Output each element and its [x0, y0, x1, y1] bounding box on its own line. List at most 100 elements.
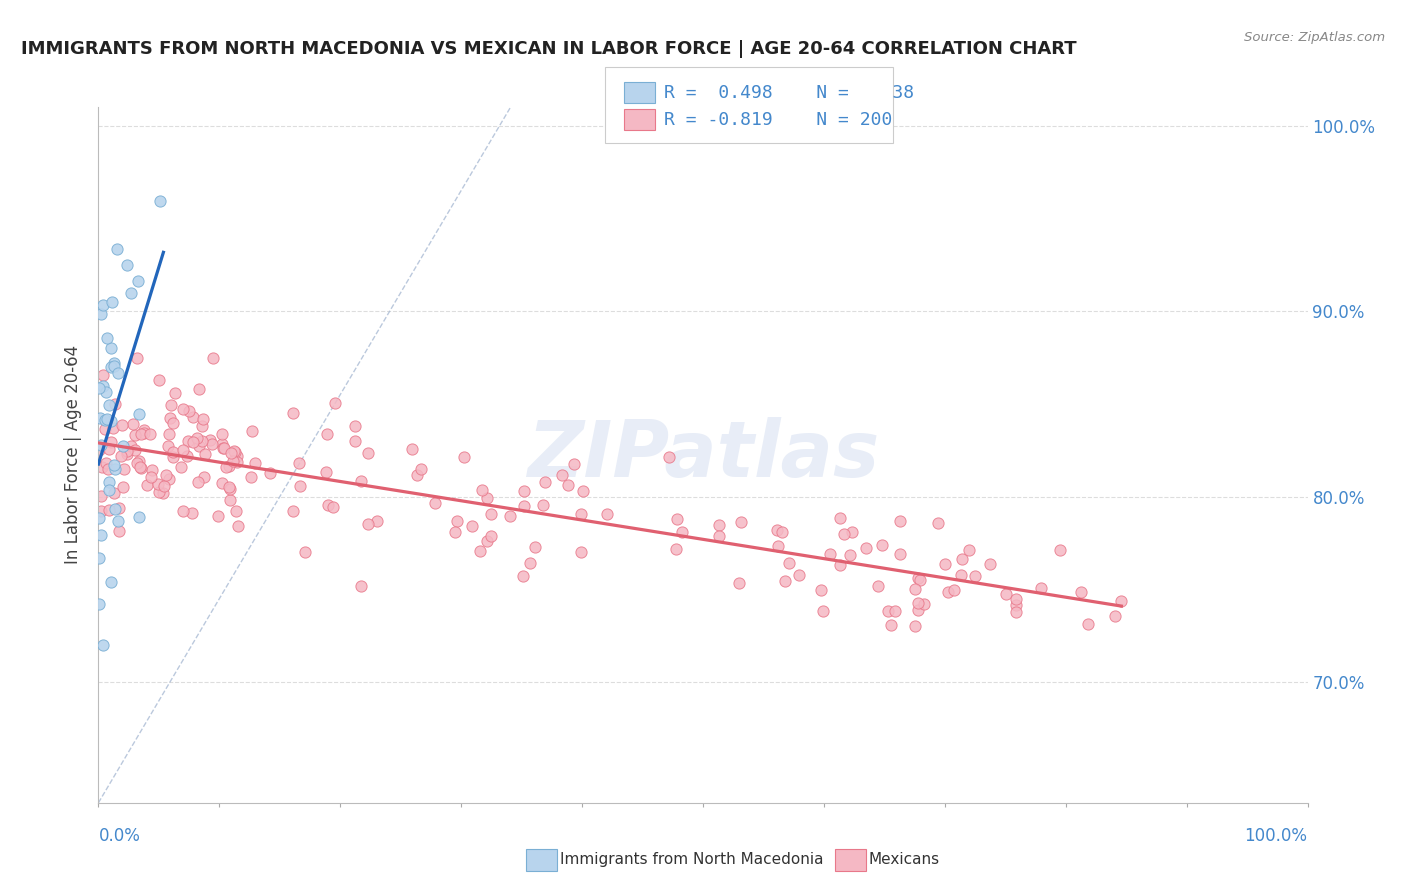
Point: [153, 478, 176, 492]
Point: [207, 508, 229, 523]
Point: [148, 373, 170, 387]
Text: Mexicans: Mexicans: [869, 853, 941, 867]
Point: [551, 467, 574, 482]
Point: [104, 462, 127, 476]
Point: [112, 462, 135, 476]
Point: [323, 395, 346, 409]
Point: [820, 547, 842, 561]
Point: [100, 575, 122, 590]
Point: [1070, 585, 1092, 599]
Point: [828, 511, 851, 525]
Point: [222, 443, 245, 458]
Point: [512, 500, 534, 514]
Point: [730, 515, 752, 529]
Point: [789, 568, 811, 582]
Point: [87, 597, 110, 611]
Point: [172, 443, 194, 458]
Point: [172, 402, 194, 417]
Point: [406, 467, 429, 482]
Point: [287, 456, 309, 470]
Point: [259, 466, 281, 480]
Point: [94, 384, 117, 399]
Point: [889, 514, 911, 528]
Point: [146, 477, 169, 491]
Point: [103, 486, 125, 500]
Point: [125, 457, 148, 471]
Point: [136, 478, 159, 492]
Point: [87, 443, 110, 458]
Point: [876, 604, 898, 618]
Point: [519, 557, 541, 571]
Point: [103, 458, 125, 472]
Point: [211, 437, 233, 451]
Point: [120, 286, 142, 301]
Point: [218, 459, 240, 474]
Point: [281, 405, 304, 419]
Point: [1077, 617, 1099, 632]
Point: [87, 550, 110, 565]
Point: [475, 533, 498, 548]
Point: [90, 504, 112, 518]
Point: [186, 431, 208, 445]
Point: [832, 527, 855, 541]
Point: [110, 449, 132, 463]
Point: [524, 541, 547, 555]
Point: [129, 459, 152, 474]
Point: [596, 507, 619, 521]
Point: [468, 544, 491, 558]
Point: [1104, 608, 1126, 623]
Point: [728, 576, 751, 591]
Point: [91, 368, 114, 382]
Point: [201, 437, 224, 451]
Point: [115, 443, 138, 458]
Point: [111, 417, 134, 432]
Point: [218, 480, 240, 494]
Point: [350, 578, 373, 592]
Point: [211, 427, 233, 442]
Point: [813, 604, 835, 618]
Point: [97, 462, 120, 476]
Point: [90, 438, 112, 452]
Point: [181, 434, 204, 449]
Point: [155, 468, 177, 483]
Point: [149, 194, 172, 208]
Point: [211, 441, 233, 455]
Point: [157, 426, 180, 441]
Text: Source: ZipAtlas.com: Source: ZipAtlas.com: [1244, 31, 1385, 45]
Point: [562, 457, 585, 471]
Point: [224, 444, 246, 458]
Point: [198, 434, 221, 448]
Point: [855, 541, 877, 555]
Point: [98, 483, 121, 498]
Point: [96, 412, 118, 426]
Point: [90, 527, 112, 541]
Point: [115, 447, 138, 461]
Point: [179, 404, 201, 418]
Point: [952, 552, 974, 566]
Point: [934, 557, 956, 571]
Point: [907, 603, 929, 617]
Point: [778, 556, 800, 570]
Point: [91, 298, 114, 312]
Point: [187, 475, 209, 489]
Point: [159, 410, 181, 425]
Point: [226, 518, 249, 533]
Point: [101, 294, 124, 309]
Point: [98, 398, 121, 412]
Point: [218, 483, 240, 497]
Point: [132, 423, 155, 437]
Point: [141, 470, 163, 484]
Point: [115, 258, 138, 272]
Point: [499, 508, 522, 523]
Point: [100, 414, 122, 428]
Point: [104, 397, 127, 411]
Point: [152, 486, 174, 500]
Point: [569, 507, 592, 521]
Point: [936, 585, 959, 599]
Point: [181, 409, 204, 424]
Point: [943, 582, 966, 597]
Point: [965, 569, 987, 583]
Point: [122, 417, 145, 432]
Point: [471, 483, 494, 498]
Point: [226, 449, 249, 463]
